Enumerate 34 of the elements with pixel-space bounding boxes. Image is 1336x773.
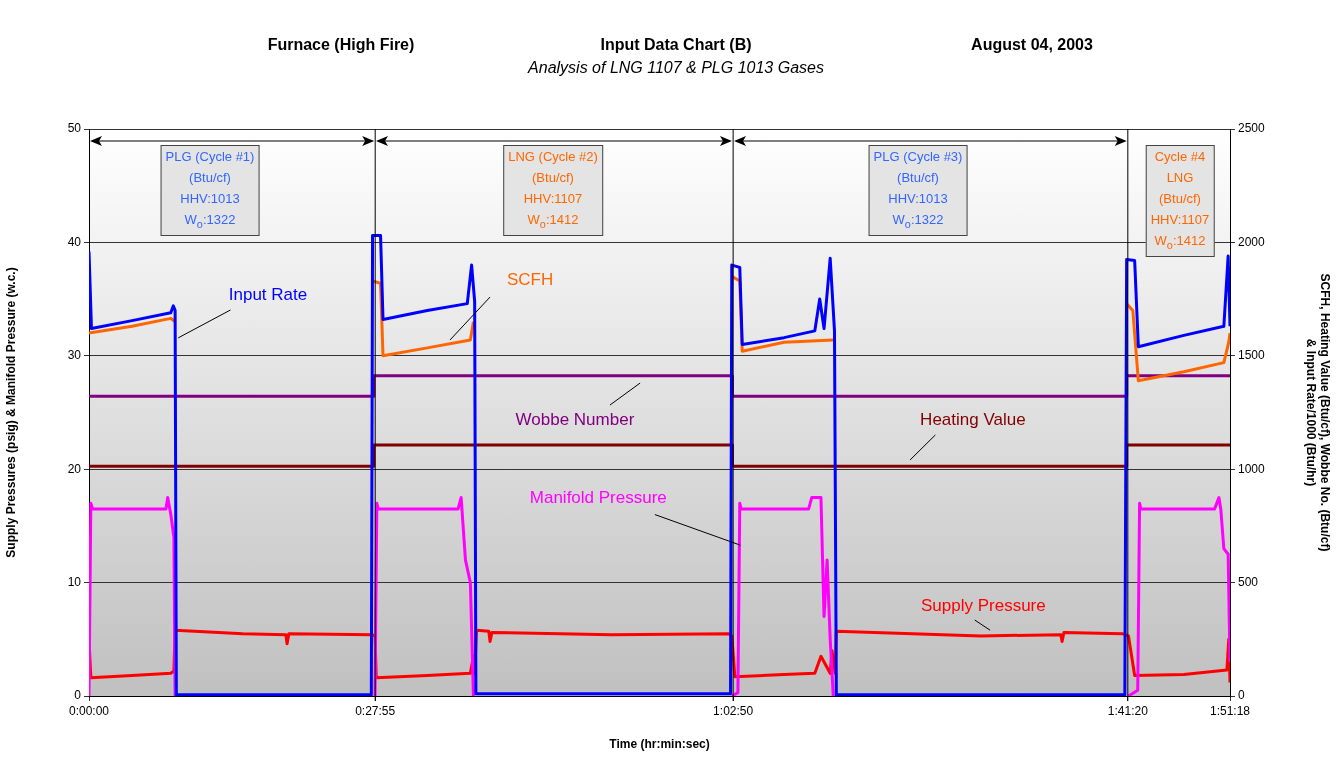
annotation: Cycle #4 LNG (Btu/cf) HHV:1107 W$_{o}$:1412 [1145,145,1215,257]
text: SCFH [506,269,554,289]
y-tick-label: 10 [67,574,82,589]
series-label: Wobbe Number [515,409,635,429]
x-tick-label: 1:02:50 [713,703,754,718]
annotation: PLG (Cycle #1) (Btu/cf) HHV:1013 W$_{o}$:1322 [160,145,260,236]
chart-subtitle: Analysis of LNG 1107 & PLG 1013 Gases [528,59,824,77]
y2-tick-label: 2000 [1238,234,1266,249]
y-tick-label: 40 [67,234,82,249]
y2-tick-label: 500 [1238,574,1259,589]
text: Input Rate [228,284,308,304]
x-tick-label: 0:27:55 [355,703,396,718]
x-axis-title: Time (hr:min:sec) [609,737,710,752]
annotation: LNG (Cycle #2) (Btu/cf) HHV:1107 W$_{o}$:1412 [503,145,603,236]
y2-tick-label: 1500 [1238,348,1266,363]
y-tick-label: 30 [67,348,82,363]
annotation: PLG (Cycle #3) (Btu/cf) HHV:1013 W$_{o}$:1322 [868,145,968,236]
y-tick-label: 20 [67,461,82,476]
y-axis-title: Supply Pressures (psig) & Manifold Pressure (w.c.) [3,267,18,558]
text: Manifold Pressure [529,488,667,508]
text: Furnace (High Fire) [267,36,415,54]
x-tick-label: 1:51:18 [1209,703,1251,718]
chart-title: Input Data Chart (B) [600,36,752,54]
y2-tick-label: 1000 [1238,461,1266,476]
text: Heating Value [920,409,1026,429]
y2-tick-label: 0 [1238,688,1245,703]
y-tick-label: 0 [74,688,82,703]
text: August 04, 2003 [971,36,1093,54]
y2-tick-label: 2500 [1238,121,1266,136]
series-label: Supply Pressure [920,596,1046,616]
y-tick-label: 50 [67,121,82,136]
x-tick-label: 0:00:00 [68,703,110,718]
x-tick-label: 1:41:20 [1107,703,1149,718]
y2-axis-title: SCFH, Heating Value (Btu/cf), Wobbe No. (Btu/cf) & Input Rate/1000 (Btu/hr) [1304,273,1333,552]
